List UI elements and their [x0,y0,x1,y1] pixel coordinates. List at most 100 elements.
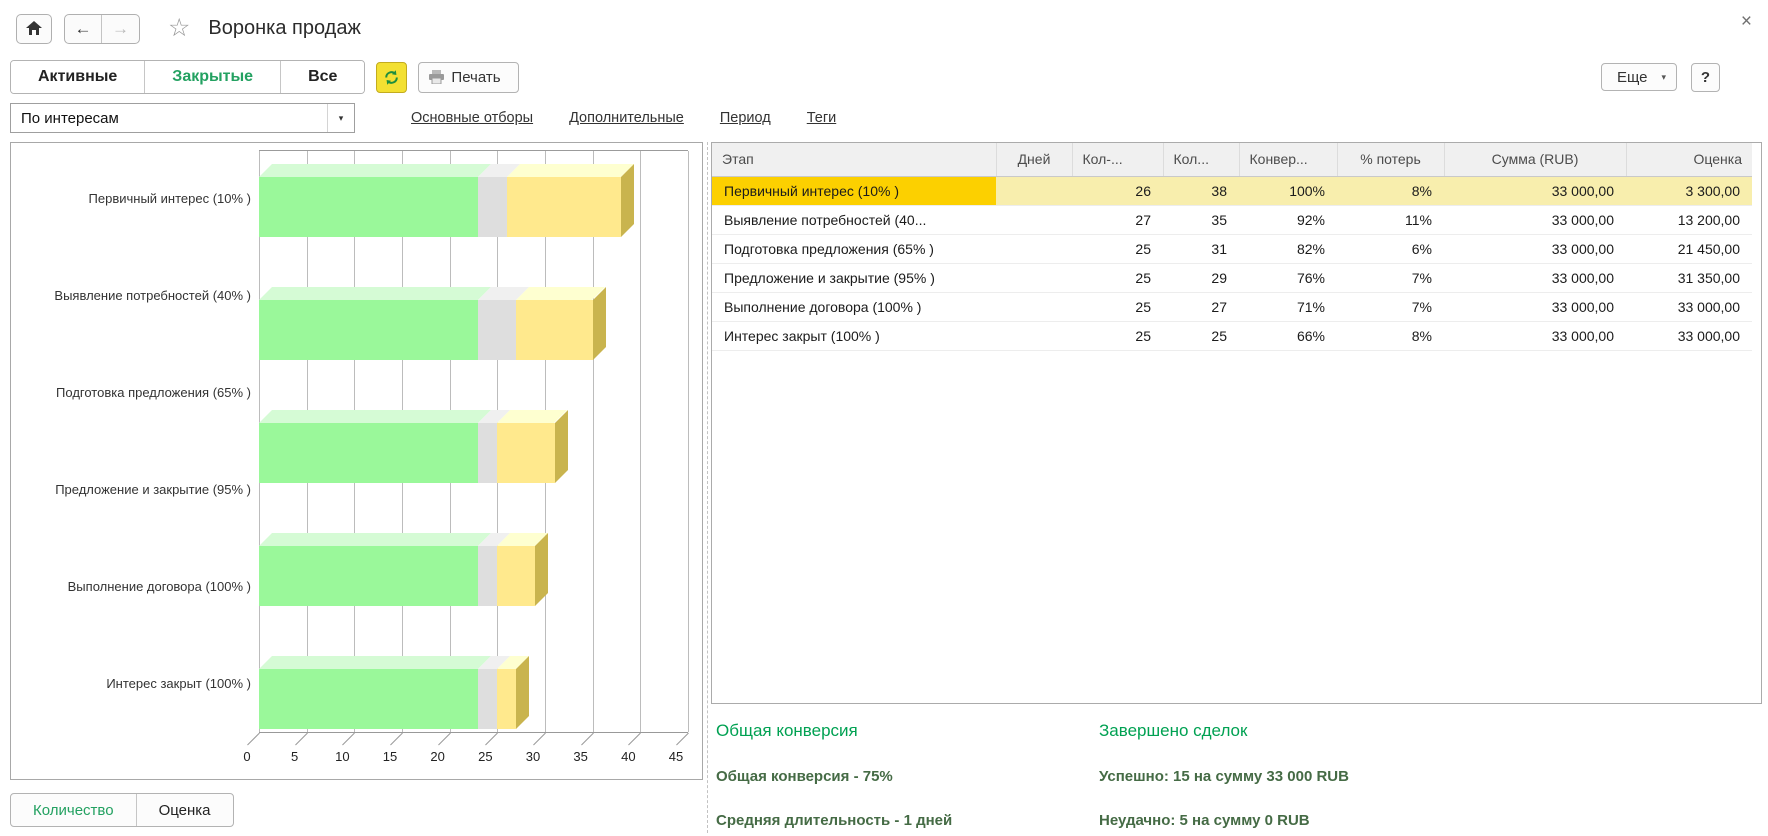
stages-table: ЭтапДнейКол-...Кол...Конвер...% потерьСу… [712,143,1752,351]
cell-count-total[interactable]: 25 [1163,321,1239,350]
cell-days[interactable] [996,205,1072,234]
cell-sum[interactable]: 33 000,00 [1444,234,1626,263]
column-header-loss-percent[interactable]: % потерь [1337,143,1444,176]
chart-category-label: Подготовка предложения (65% ) [11,344,259,441]
home-button[interactable] [16,14,52,44]
cell-conversion[interactable]: 82% [1239,234,1337,263]
view-tab-0[interactable]: Активные [11,61,145,93]
cell-loss-percent[interactable]: 8% [1337,176,1444,205]
cell-count-total[interactable]: 31 [1163,234,1239,263]
funnel-bar-row [259,423,688,520]
cell-count-closed[interactable]: 27 [1072,205,1163,234]
table-row[interactable]: Интерес закрыт (100% )252566%8%33 000,00… [712,321,1752,350]
column-header-sum[interactable]: Сумма (RUB) [1444,143,1626,176]
funnel-bar[interactable] [259,423,688,483]
funnel-segment-lost [478,177,507,237]
tags-link[interactable]: Теги [807,110,837,126]
success-deals-line: Успешно: 15 на сумму 33 000 RUB [1099,768,1760,785]
cell-conversion[interactable]: 71% [1239,292,1337,321]
period-link[interactable]: Период [720,110,771,126]
table-row[interactable]: Первичный интерес (10% ) 2638100%8%33 000… [712,176,1752,205]
cell-count-total[interactable]: 35 [1163,205,1239,234]
chart-plot-area: 051015202530354045 [259,150,702,779]
column-header-count-total[interactable]: Кол... [1163,143,1239,176]
column-header-score[interactable]: Оценка [1626,143,1752,176]
cell-score[interactable]: 31 350,00 [1626,263,1752,292]
main-filters-link[interactable]: Основные отборы [411,110,533,126]
total-conversion-line: Общая конверсия - 75% [716,768,1099,785]
cell-conversion[interactable]: 92% [1239,205,1337,234]
view-tab-2[interactable]: Все [281,61,364,93]
cell-count-closed[interactable]: 25 [1072,292,1163,321]
cell-sum[interactable]: 33 000,00 [1444,205,1626,234]
cell-score[interactable]: 21 450,00 [1626,234,1752,263]
cell-days[interactable] [996,176,1072,205]
cell-loss-percent[interactable]: 6% [1337,234,1444,263]
cell-sum[interactable]: 33 000,00 [1444,263,1626,292]
cell-conversion[interactable]: 66% [1239,321,1337,350]
view-tab-group: АктивныеЗакрытыеВсе [10,60,365,94]
more-button[interactable]: Еще ▾ [1601,63,1677,91]
funnel-bar-row [259,177,688,274]
cell-sum[interactable]: 33 000,00 [1444,321,1626,350]
column-header-count-closed[interactable]: Кол-... [1072,143,1163,176]
cell-conversion[interactable]: 76% [1239,263,1337,292]
cell-days[interactable] [996,321,1072,350]
cell-score[interactable]: 3 300,00 [1626,176,1752,205]
cell-stage[interactable]: Выполнение договора (100% ) [712,292,996,321]
table-row[interactable]: Выполнение договора (100% )252771%7%33 0… [712,292,1752,321]
cell-stage[interactable]: Интерес закрыт (100% ) [712,321,996,350]
cell-days[interactable] [996,292,1072,321]
cell-loss-percent[interactable]: 8% [1337,321,1444,350]
cell-score[interactable]: 33 000,00 [1626,321,1752,350]
cell-score[interactable]: 13 200,00 [1626,205,1752,234]
funnel-bar[interactable] [259,177,688,237]
cell-sum[interactable]: 33 000,00 [1444,292,1626,321]
forward-button[interactable]: → [102,15,139,43]
cell-count-closed[interactable]: 25 [1072,234,1163,263]
cell-stage[interactable]: Выявление потребностей (40... [712,205,996,234]
back-button[interactable]: ← [65,15,102,43]
panel-splitter[interactable] [707,142,708,833]
combobox-dropdown-button[interactable]: ▾ [327,104,354,132]
cell-loss-percent[interactable]: 7% [1337,263,1444,292]
funnel-bar[interactable] [259,300,688,360]
funnel-bar[interactable] [259,546,688,606]
cell-days[interactable] [996,263,1072,292]
chart-mode-tab-quantity[interactable]: Количество [11,794,137,826]
chart-mode-tab-score[interactable]: Оценка [137,794,233,826]
chart-plot [259,150,688,732]
table-row[interactable]: Подготовка предложения (65% ) 253182%6%33… [712,234,1752,263]
cell-conversion[interactable]: 100% [1239,176,1337,205]
column-header-conversion[interactable]: Конвер... [1239,143,1337,176]
cell-count-total[interactable]: 29 [1163,263,1239,292]
additional-filters-link[interactable]: Дополнительные [569,110,684,126]
cell-loss-percent[interactable]: 11% [1337,205,1444,234]
table-row[interactable]: Предложение и закрытие (95% ) 252976%7%33… [712,263,1752,292]
deals-summary-block: Завершено сделок Успешно: 15 на сумму 33… [1099,721,1760,829]
view-tab-1[interactable]: Закрытые [145,61,281,93]
cell-count-total[interactable]: 27 [1163,292,1239,321]
close-icon[interactable]: × [1741,12,1752,31]
refresh-button[interactable] [376,62,407,93]
cell-count-closed[interactable]: 26 [1072,176,1163,205]
column-header-stage[interactable]: Этап [712,143,996,176]
more-label: Еще [1617,69,1648,86]
cell-loss-percent[interactable]: 7% [1337,292,1444,321]
grouping-combobox[interactable]: По интересам ▾ [10,103,355,133]
cell-stage[interactable]: Первичный интерес (10% ) [712,176,996,205]
print-button[interactable]: Печать [418,62,518,93]
cell-count-closed[interactable]: 25 [1072,263,1163,292]
cell-days[interactable] [996,234,1072,263]
cell-count-closed[interactable]: 25 [1072,321,1163,350]
cell-stage[interactable]: Подготовка предложения (65% ) [712,234,996,263]
cell-count-total[interactable]: 38 [1163,176,1239,205]
column-header-days[interactable]: Дней [996,143,1072,176]
cell-sum[interactable]: 33 000,00 [1444,176,1626,205]
cell-stage[interactable]: Предложение и закрытие (95% ) [712,263,996,292]
help-button[interactable]: ? [1691,63,1720,92]
cell-score[interactable]: 33 000,00 [1626,292,1752,321]
table-row[interactable]: Выявление потребностей (40... 273592%11%3… [712,205,1752,234]
favorite-star-icon[interactable]: ☆ [168,16,190,41]
funnel-bar[interactable] [259,669,688,729]
